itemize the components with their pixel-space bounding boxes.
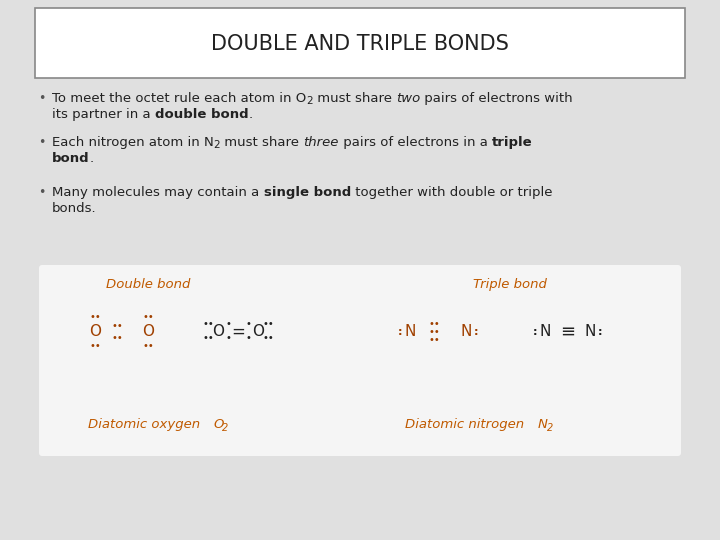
Text: ••: •• — [262, 319, 274, 329]
Text: DOUBLE AND TRIPLE BONDS: DOUBLE AND TRIPLE BONDS — [211, 34, 509, 54]
Text: ••: •• — [428, 319, 440, 329]
Text: pairs of electrons in a: pairs of electrons in a — [339, 136, 492, 149]
Text: ••: •• — [202, 319, 214, 329]
Text: •: • — [245, 333, 251, 343]
Text: must share: must share — [220, 136, 304, 149]
Text: double bond: double bond — [155, 108, 248, 121]
Text: 2: 2 — [222, 423, 228, 433]
Text: ••: •• — [262, 333, 274, 343]
Text: :: : — [474, 327, 478, 337]
FancyBboxPatch shape — [35, 8, 685, 78]
Text: pairs of electrons with: pairs of electrons with — [420, 92, 573, 105]
Text: triple: triple — [492, 136, 533, 149]
Text: together with double or triple: together with double or triple — [351, 186, 552, 199]
Text: N: N — [460, 325, 472, 340]
Text: 2: 2 — [306, 96, 313, 106]
Text: N: N — [539, 325, 551, 340]
Text: bonds.: bonds. — [52, 202, 96, 215]
Text: :: : — [397, 327, 402, 337]
Text: To meet the octet rule each atom in O: To meet the octet rule each atom in O — [52, 92, 306, 105]
Text: N: N — [405, 325, 415, 340]
Text: ••: •• — [89, 312, 101, 322]
FancyBboxPatch shape — [39, 265, 681, 456]
Text: O: O — [213, 418, 223, 431]
Text: O: O — [142, 325, 154, 340]
Text: .: . — [89, 152, 94, 165]
Text: bond: bond — [52, 152, 89, 165]
Text: •: • — [38, 136, 45, 149]
Text: three: three — [304, 136, 339, 149]
Text: ••: •• — [202, 333, 214, 343]
Text: .: . — [248, 108, 253, 121]
Text: ••: •• — [142, 312, 154, 322]
Text: Diatomic oxygen: Diatomic oxygen — [88, 418, 200, 431]
Text: ≡: ≡ — [560, 323, 575, 341]
Text: ••: •• — [428, 335, 440, 345]
Text: ••: •• — [112, 321, 123, 331]
Text: 2: 2 — [214, 140, 220, 150]
Text: single bond: single bond — [264, 186, 351, 199]
Text: O: O — [212, 325, 224, 340]
Text: •: • — [245, 319, 251, 329]
Text: its partner in a: its partner in a — [52, 108, 155, 121]
Text: Diatomic nitrogen: Diatomic nitrogen — [405, 418, 524, 431]
Text: ••: •• — [428, 327, 440, 337]
Text: •: • — [225, 319, 231, 329]
Text: •: • — [38, 186, 45, 199]
Text: Each nitrogen atom in N: Each nitrogen atom in N — [52, 136, 214, 149]
Text: N: N — [538, 418, 548, 431]
Text: N: N — [585, 325, 595, 340]
Text: Double bond: Double bond — [106, 278, 190, 291]
Text: ••: •• — [89, 341, 101, 351]
Text: •: • — [225, 333, 231, 343]
Text: Triple bond: Triple bond — [473, 278, 547, 291]
Text: ••: •• — [142, 341, 154, 351]
Text: O: O — [89, 325, 101, 340]
Text: O: O — [252, 325, 264, 340]
Text: :: : — [598, 327, 602, 337]
Text: •: • — [38, 92, 45, 105]
Text: Many molecules may contain a: Many molecules may contain a — [52, 186, 264, 199]
Text: =: = — [231, 323, 245, 341]
Text: 2: 2 — [547, 423, 553, 433]
Text: must share: must share — [313, 92, 396, 105]
Text: two: two — [396, 92, 420, 105]
Text: ••: •• — [112, 333, 123, 343]
Text: :: : — [533, 327, 537, 337]
